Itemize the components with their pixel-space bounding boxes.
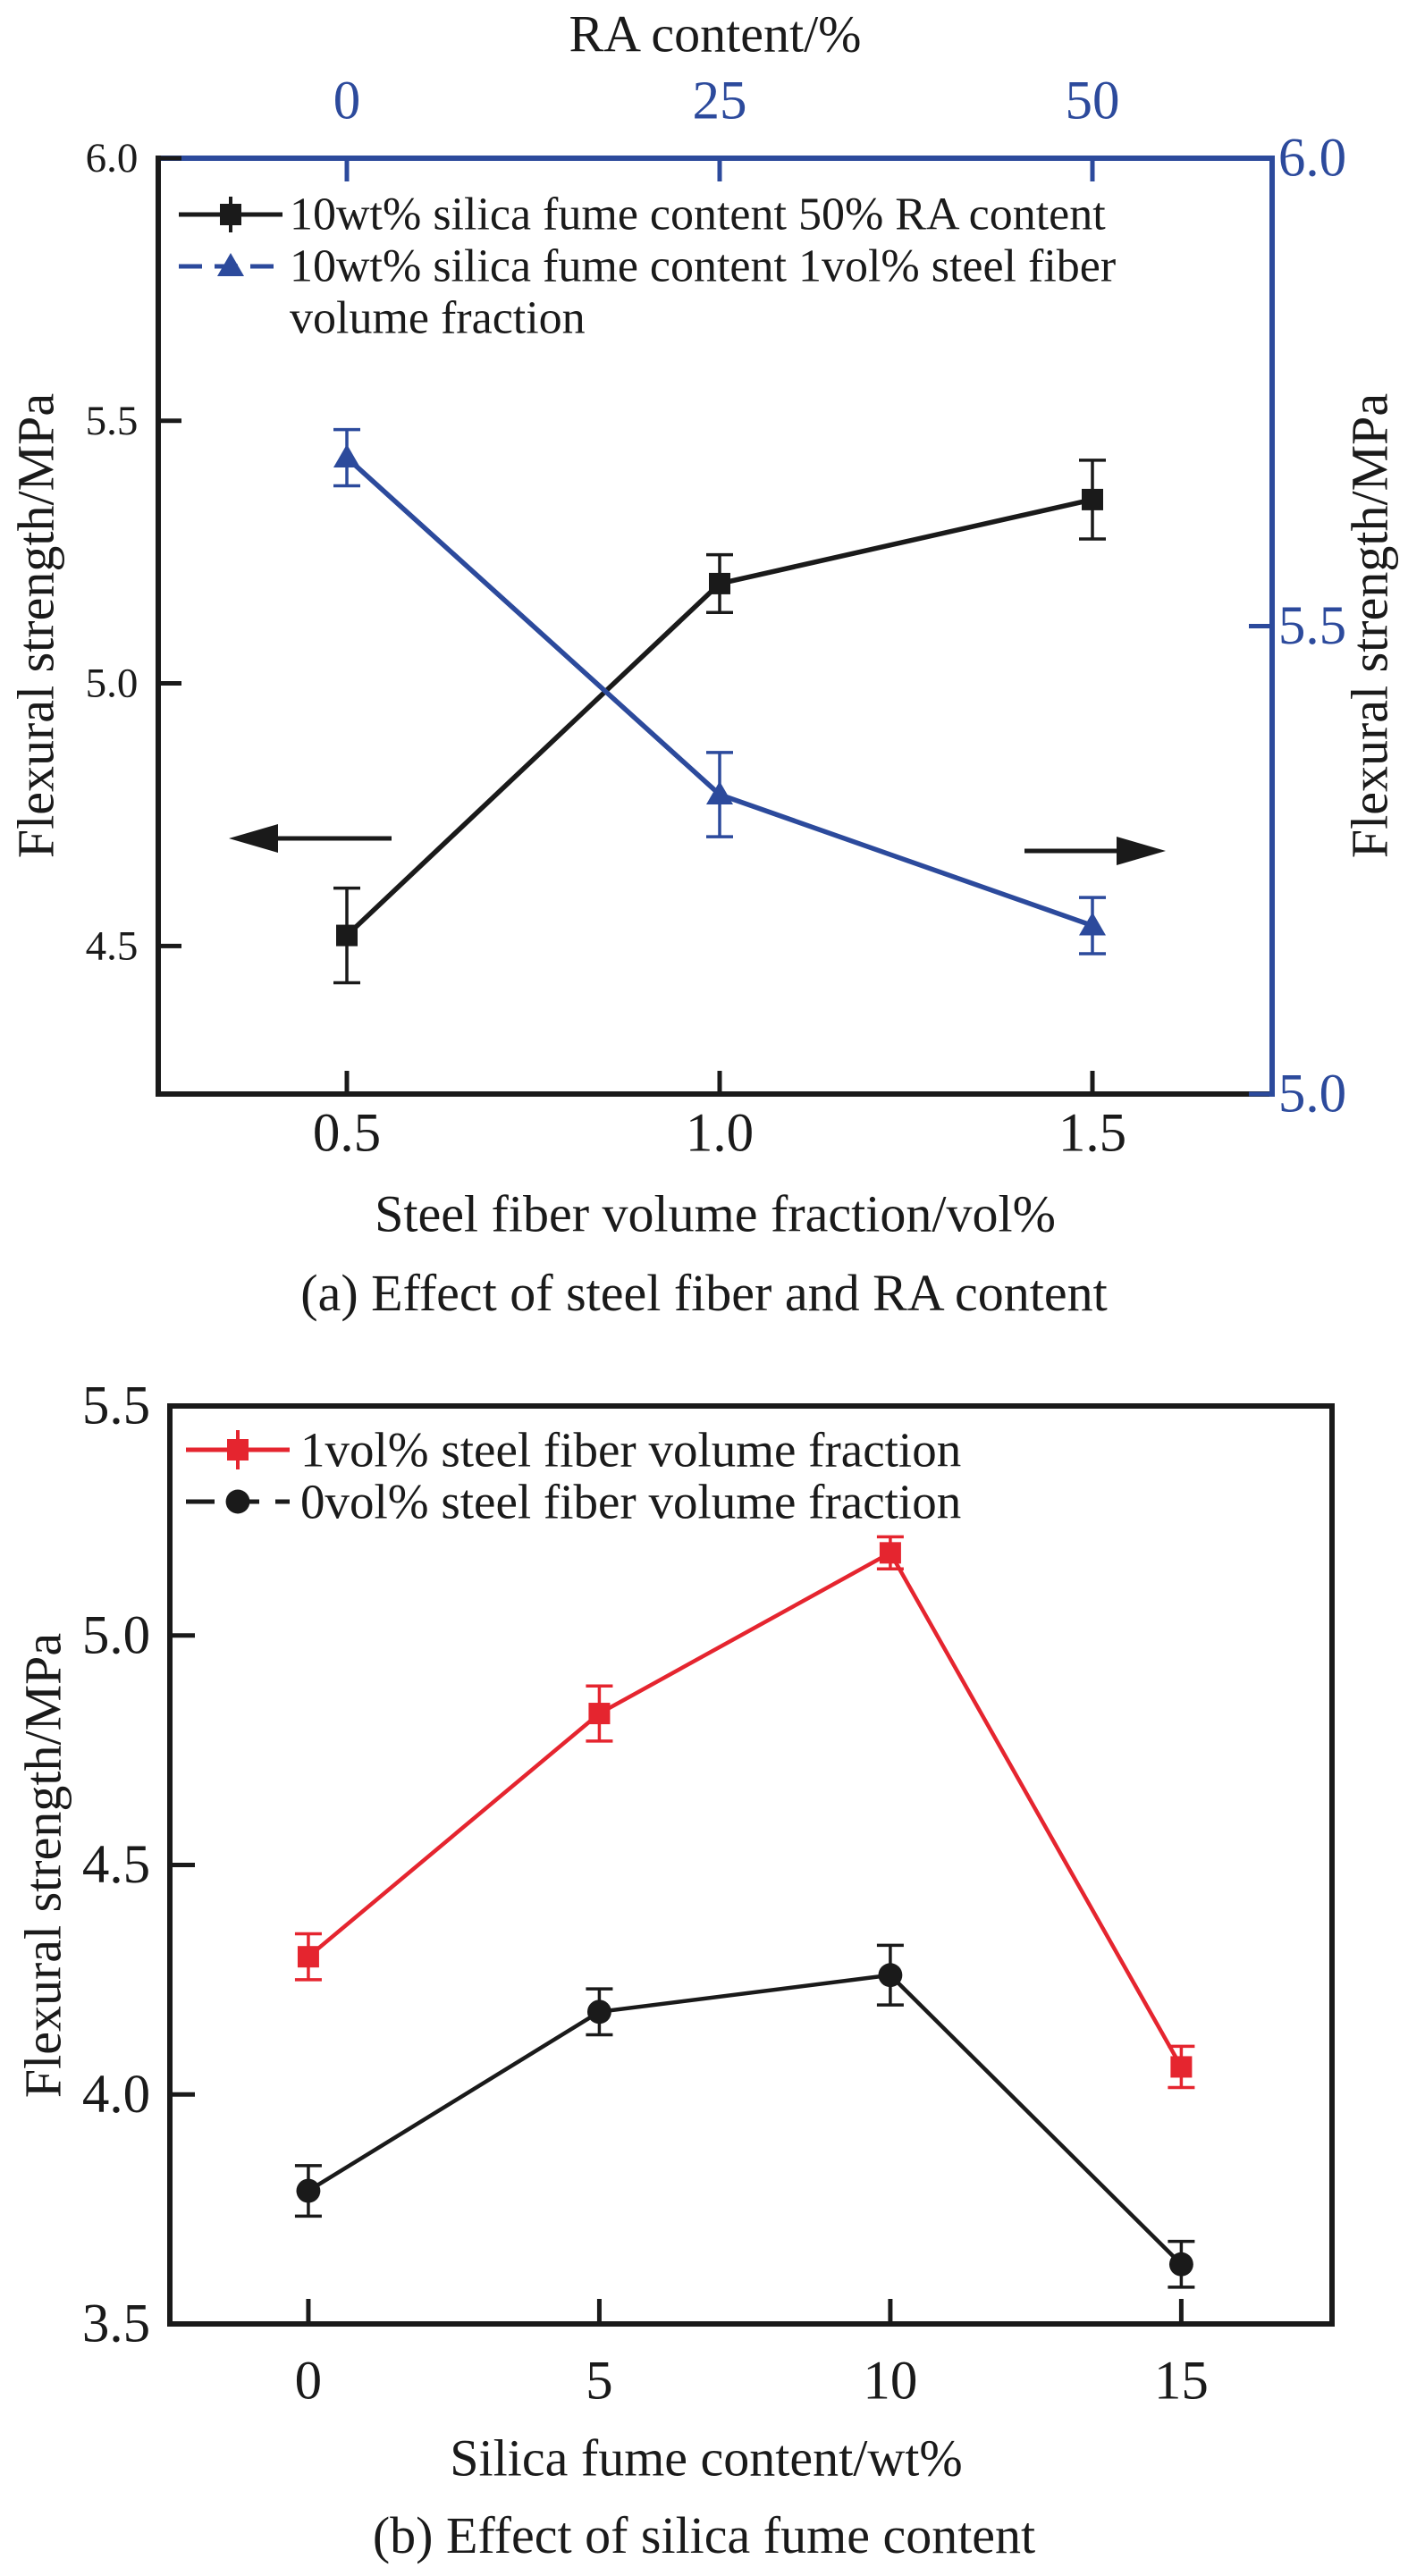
chart-a-tick-label-right: 5.5 (1278, 596, 1346, 656)
caption-a: (a) Effect of steel fiber and RA content (300, 1264, 1108, 1322)
legend-label: volume fraction (290, 293, 586, 344)
chart-a-axis-title-left: Flexural strength/MPa (7, 393, 65, 858)
legend-label: 0vol% steel fiber volume fraction (300, 1475, 961, 1529)
chart-a-series-0-marker (1082, 488, 1104, 510)
caption-b: (b) Effect of silica fume content (372, 2506, 1036, 2564)
legend-sample-marker (227, 1439, 249, 1461)
chart-b-tick-label-bottom: 0 (295, 2352, 323, 2412)
chart-a-tick-label-left: 6.0 (86, 135, 139, 181)
chart-a-series-0-marker (709, 572, 731, 594)
chart-b-series-0-marker (588, 1703, 611, 1725)
chart-a-axis-title-right: Flexural strength/MPa (1341, 393, 1399, 858)
axis-pointer-arrow-left-head (229, 824, 278, 853)
legend-sample-marker (225, 1489, 250, 1514)
chart-b-tick-label-bottom: 5 (586, 2352, 613, 2412)
chart-a-series-0-marker (336, 924, 358, 947)
chart-a-tick-label-right: 5.0 (1278, 1065, 1346, 1124)
chart-a-tick-label-right: 6.0 (1278, 129, 1346, 189)
chart-b-tick-label-left: 5.5 (82, 1376, 150, 1436)
chart-a-tick-label-bottom: 1.0 (686, 1104, 754, 1164)
chart-a-axis-title-top: RA content/% (569, 5, 861, 63)
chart-b-tick-label-left: 3.5 (82, 2294, 150, 2354)
chart-a-tick-label-bottom: 1.5 (1058, 1104, 1126, 1164)
chart-a-series-1-marker (333, 444, 361, 468)
chart-b-tick-label-bottom: 10 (863, 2352, 917, 2412)
chart-a-series-1-marker (1079, 912, 1107, 936)
chart-a-tick-label-left: 5.0 (86, 661, 139, 707)
chart-b-series-1-marker (878, 1963, 903, 1988)
chart-b-axis-title-left: Flexural strength/MPa (14, 1633, 72, 2098)
chart-a-tick-label-top: 50 (1066, 72, 1120, 131)
chart-a-axis-title-bottom: Steel fiber volume fraction/vol% (375, 1185, 1056, 1243)
legend-sample-marker (217, 253, 244, 276)
chart-b-tick-label-left: 4.5 (82, 1835, 150, 1895)
chart-b-series-0-marker (879, 1542, 901, 1564)
chart-b-tick-label-left: 4.0 (82, 2065, 150, 2125)
chart-b-series-1-marker (586, 1999, 611, 2025)
chart-b-series-1-marker (296, 2178, 321, 2203)
chart-b-series-0-marker (297, 1946, 319, 1968)
chart-b-series-1-line (307, 1973, 1183, 2266)
chart-a-tick-label-left: 4.5 (86, 922, 139, 969)
chart-b-tick-label-left: 5.0 (82, 1605, 150, 1665)
chart-a-series-1-marker (706, 780, 734, 804)
chart-b-tick-label-bottom: 15 (1154, 2352, 1209, 2412)
axis-pointer-arrow-right-head (1117, 837, 1166, 865)
chart-b-series-1-marker (1168, 2252, 1193, 2277)
chart-a-tick-label-bottom: 0.5 (313, 1104, 381, 1164)
chart-a-tick-label-top: 0 (333, 72, 361, 131)
legend-sample-marker (220, 204, 241, 225)
chart-a-tick-label-left: 5.5 (86, 398, 139, 444)
chart-b-series-0-line (307, 1550, 1184, 2068)
chart-b: 0 5 10 15 Silica fume content/wt% 5.5 5.0 4.5 4.… (14, 1376, 1335, 2488)
legend-label: 10wt% silica fume content 1vol% steel fi… (290, 241, 1116, 292)
chart-b-axis-title-bottom: Silica fume content/wt% (450, 2429, 962, 2488)
chart-b-series-0-marker (1170, 2056, 1193, 2078)
legend-label: 10wt% silica fume content 50% RA content (290, 189, 1106, 240)
chart-a-series-1-line (345, 455, 1093, 929)
legend-label: 1vol% steel fiber volume fraction (300, 1423, 961, 1477)
chart-a-tick-label-top: 25 (693, 72, 747, 131)
